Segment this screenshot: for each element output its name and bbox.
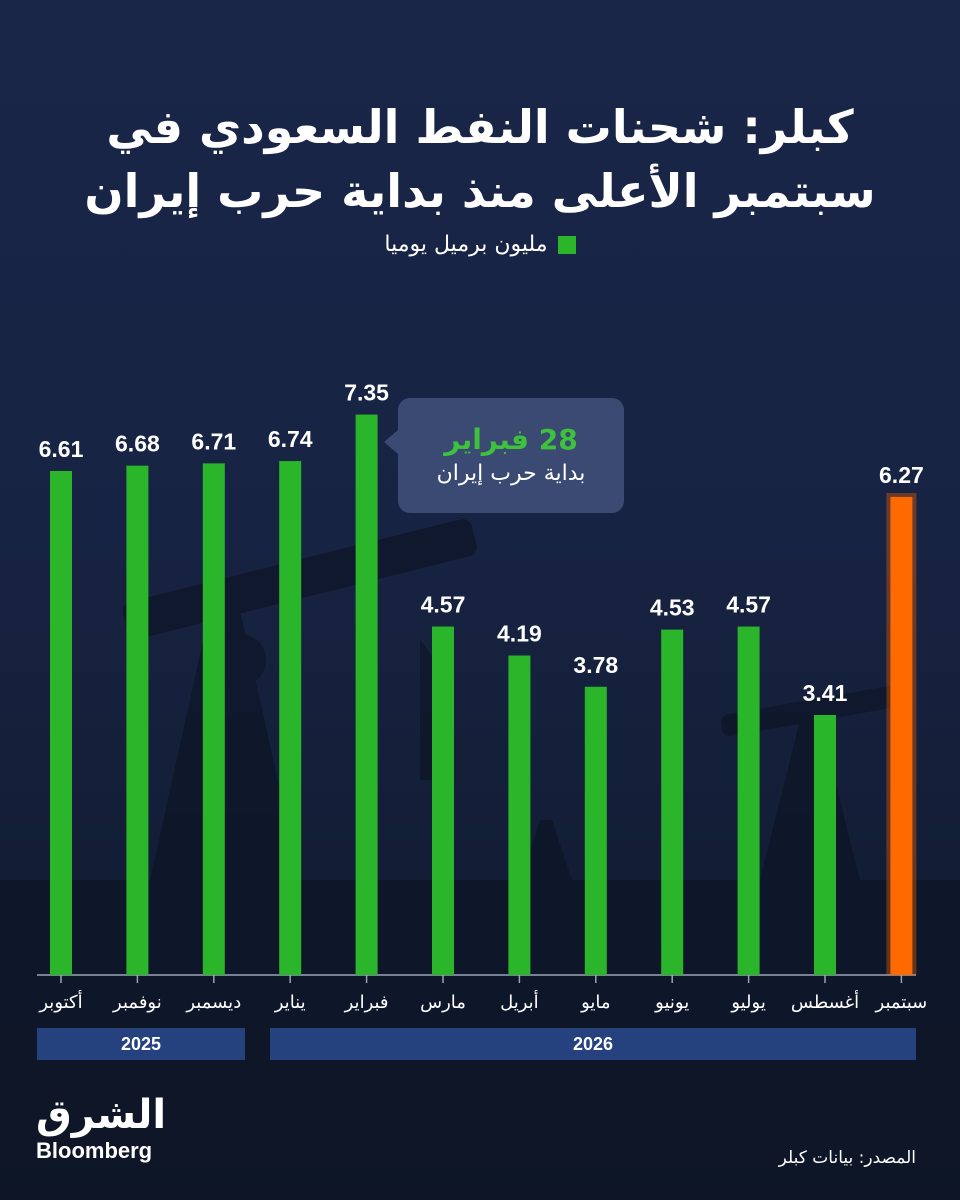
x-tick-label-10: يوليو: [730, 992, 766, 1013]
x-tick-label-3: ديسمبر: [185, 992, 241, 1013]
legend-label: مليون برميل يوميا: [384, 232, 548, 257]
war-start-annotation: 28 فبراير بداية حرب إيران: [384, 398, 624, 513]
x-tick-label-11: أغسطس: [791, 990, 859, 1013]
bar-value-label-8: 3.78: [573, 652, 618, 678]
year-band-2025: 2025: [37, 1028, 245, 1060]
bar-value-label-6: 4.57: [421, 592, 466, 618]
legend: مليون برميل يوميا: [0, 232, 960, 257]
x-tick-label-12: سبتمبر: [875, 992, 928, 1013]
bar-value-label-7: 4.19: [497, 621, 542, 647]
annotation-text: بداية حرب إيران: [436, 460, 586, 486]
x-tick-label-7: أبريل: [500, 990, 539, 1013]
bar-1: [50, 470, 72, 975]
asharq-bloomberg-logo: الشرق Bloomberg: [36, 1092, 176, 1164]
bar-8: [584, 686, 607, 975]
chart-title-line-1: كبلر: شحنات النفط السعودي في: [106, 100, 854, 154]
x-tick-label-8: مايو: [580, 992, 610, 1013]
bar-12: [890, 496, 913, 975]
bar-3: [202, 463, 225, 975]
bar-2: [126, 465, 149, 975]
bar-value-label-12: 6.27: [879, 462, 924, 488]
bar-6: [432, 626, 454, 975]
bar-11: [814, 714, 836, 975]
x-tick-label-9: يونيو: [654, 992, 689, 1013]
bar-4: [279, 461, 302, 975]
logo-english: Bloomberg: [36, 1138, 153, 1163]
bar-value-label-4: 6.74: [268, 426, 313, 452]
bar-value-label-9: 4.53: [650, 595, 695, 621]
bar-value-label-10: 4.57: [726, 592, 771, 618]
x-tick-label-4: يناير: [274, 992, 306, 1013]
bar-value-label-3: 6.71: [191, 428, 236, 454]
chart-title-line-2: سبتمبر الأعلى منذ بداية حرب إيران: [84, 164, 876, 218]
bar-7: [508, 655, 531, 975]
logo-arabic: الشرق: [36, 1092, 167, 1138]
bar-value-label-5: 7.35: [344, 380, 389, 406]
x-tick-label-1: أكتوبر: [38, 990, 82, 1013]
year-band-2026: 2026: [270, 1028, 916, 1060]
bar-value-label-2: 6.68: [115, 431, 160, 457]
bar-value-label-1: 6.61: [39, 436, 84, 462]
bar-9: [661, 629, 684, 975]
bar-5: [355, 414, 378, 975]
x-tick-label-2: نوفمبر: [112, 992, 162, 1013]
x-tick-label-5: فبراير: [344, 992, 389, 1013]
source-note: المصدر: بيانات كبلر: [778, 1148, 916, 1168]
bar-value-label-11: 3.41: [803, 680, 848, 706]
chart-title: كبلر: شحنات النفط السعودي في سبتمبر الأع…: [60, 95, 900, 223]
annotation-date: 28 فبراير: [444, 422, 578, 456]
legend-swatch-icon: [557, 235, 576, 254]
x-tick-label-6: مارس: [420, 992, 466, 1013]
bar-10: [737, 626, 760, 975]
